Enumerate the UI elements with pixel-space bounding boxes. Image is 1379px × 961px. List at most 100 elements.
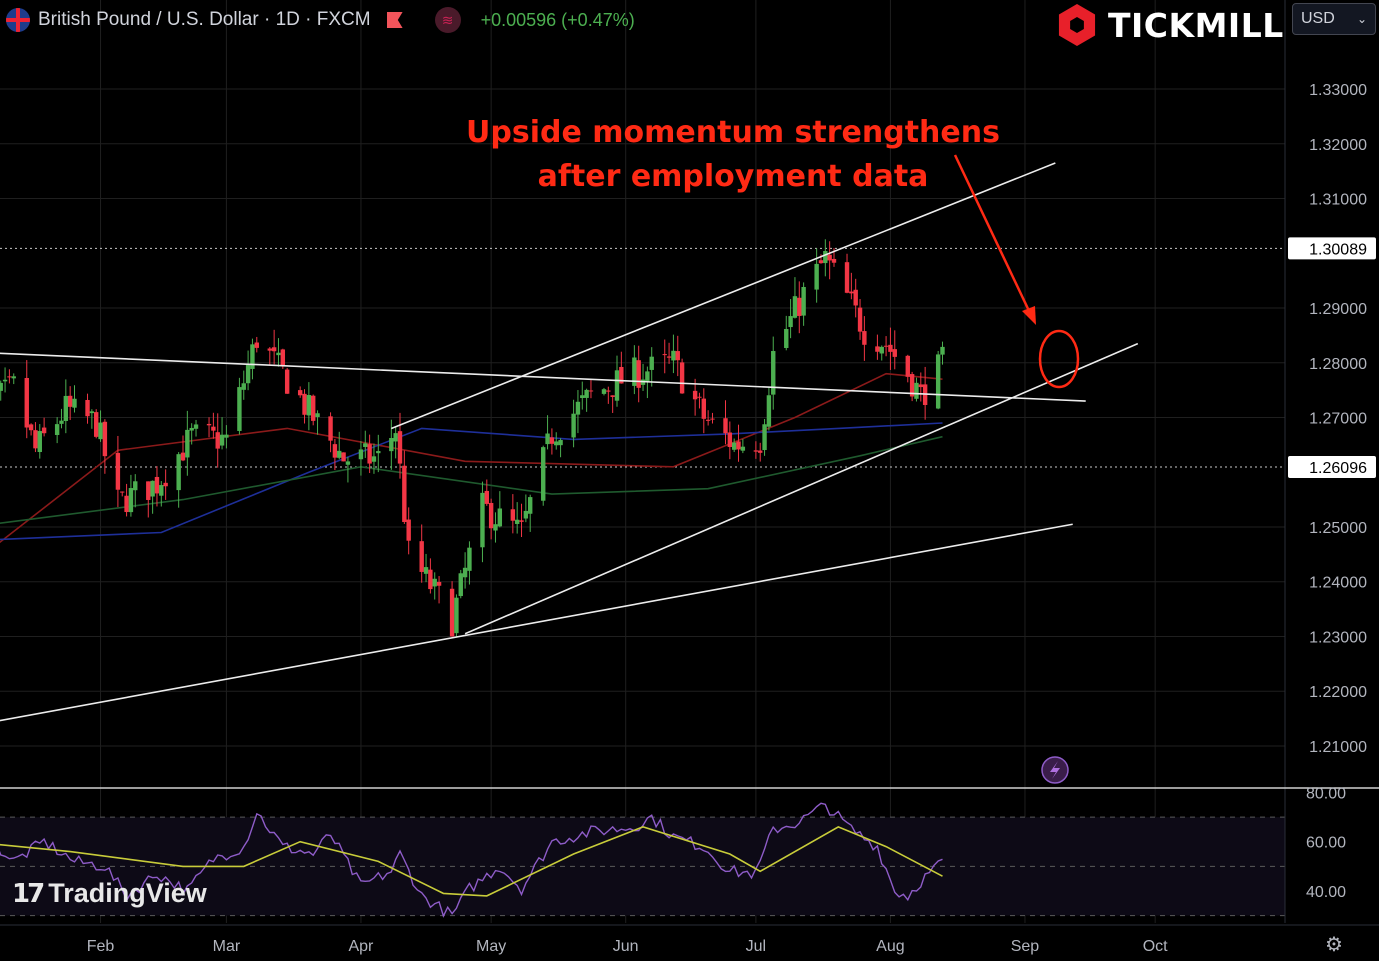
candle-body: [940, 346, 945, 355]
y-tick-label: 1.23000: [1309, 629, 1367, 646]
y-tick-label: 1.28000: [1309, 356, 1367, 373]
tradingview-watermark: 17 TradingView: [12, 878, 207, 909]
candle-body: [154, 476, 160, 494]
candle-body: [467, 547, 472, 571]
tradingview-text: TradingView: [48, 878, 207, 908]
price-label: 1.30089: [1309, 241, 1367, 258]
candle-body: [606, 390, 611, 392]
x-tick-label: Jul: [746, 938, 766, 955]
candle-body: [280, 349, 286, 367]
candle-body: [41, 427, 47, 434]
candle-body: [575, 401, 581, 415]
candle-body: [514, 519, 520, 524]
candle-body: [306, 395, 312, 416]
candle-body: [2, 379, 8, 382]
candle-body: [692, 390, 698, 400]
candle-body: [28, 424, 34, 431]
x-tick-label: Sep: [1011, 938, 1040, 955]
candle-body: [302, 393, 307, 415]
candle-body: [545, 433, 550, 445]
candle-body: [449, 588, 455, 637]
candle-body: [337, 450, 342, 458]
rsi-ma-line: [0, 826, 943, 897]
candle-body: [753, 450, 759, 452]
candle-body: [484, 490, 489, 504]
candle-body: [311, 395, 316, 421]
candle-body: [758, 450, 763, 453]
annotation-line-1: Upside momentum strengthens: [466, 115, 1000, 150]
candle-body: [389, 438, 394, 452]
currency-select[interactable]: USD ⌄: [1292, 3, 1376, 35]
y-tick-label: 1.29000: [1309, 301, 1367, 318]
price-label: 1.26096: [1309, 460, 1367, 477]
candle-body: [844, 262, 850, 293]
candle-body: [102, 421, 108, 457]
candle-body: [250, 344, 255, 369]
candle-body: [666, 356, 672, 358]
candle-body: [94, 412, 99, 437]
candle-body: [458, 573, 463, 597]
candle-body: [883, 345, 889, 347]
candle-body: [397, 431, 403, 464]
candle-body: [671, 350, 676, 361]
moving-average-line: [0, 435, 943, 524]
candle-body: [762, 424, 767, 451]
candle-body: [645, 371, 650, 382]
candle-body: [697, 396, 702, 398]
annotation-arrowhead: [1022, 306, 1036, 325]
candle-body: [185, 429, 190, 458]
candle-body: [888, 344, 893, 352]
candle-body: [206, 423, 212, 426]
candle-body: [580, 395, 585, 399]
candle-body: [662, 354, 667, 356]
candle-body: [128, 488, 134, 513]
candle-body: [428, 569, 433, 590]
candle-body: [801, 286, 806, 316]
candle-body: [723, 418, 728, 434]
flag-icon[interactable]: [386, 12, 403, 28]
candle-body: [727, 432, 733, 447]
candle-body: [541, 447, 546, 501]
candle-body: [493, 524, 498, 531]
y-tick-label: 1.21000: [1309, 739, 1367, 756]
x-tick-label: Feb: [87, 938, 115, 955]
candle-body: [701, 398, 706, 419]
symbol-title[interactable]: British Pound / U.S. Dollar · 1D · FXCM: [38, 9, 371, 30]
candle-body: [7, 376, 12, 378]
candle-body: [636, 360, 641, 388]
candle-body: [454, 597, 459, 634]
price-label-box: [1288, 237, 1376, 260]
candle-body: [766, 395, 772, 427]
candle-body: [419, 541, 424, 572]
x-tick-label: Aug: [876, 938, 904, 955]
gear-icon[interactable]: ⚙: [1325, 933, 1343, 956]
trendline: [0, 352, 1086, 402]
candle-body: [610, 395, 615, 397]
candle-body: [406, 519, 411, 541]
candle-body: [875, 346, 880, 352]
candle-body: [363, 443, 368, 447]
candle-body: [89, 411, 95, 414]
candle-body: [788, 316, 793, 328]
candle-body: [124, 495, 129, 513]
price-change: +0.00596 (+0.47%): [480, 9, 635, 30]
candle-body: [224, 434, 229, 438]
uk-us-flag-icon: [6, 8, 30, 32]
candle-body: [480, 492, 485, 548]
candle-body: [180, 452, 186, 461]
candle-body: [771, 351, 776, 395]
candle-body: [37, 431, 42, 453]
candle-body: [159, 485, 164, 496]
candle-body: [740, 446, 746, 451]
candle-body: [918, 384, 923, 388]
x-tick-label: Apr: [348, 938, 374, 955]
replay-icon[interactable]: [1041, 756, 1069, 784]
candle-body: [892, 349, 897, 357]
candle-body: [879, 346, 884, 354]
indicator-icon[interactable]: ≋: [434, 7, 461, 33]
tradingview-logo-icon: 17: [12, 878, 45, 909]
candle-body: [528, 497, 533, 514]
candle-body: [862, 331, 867, 345]
y-tick-label: 1.24000: [1309, 575, 1367, 592]
